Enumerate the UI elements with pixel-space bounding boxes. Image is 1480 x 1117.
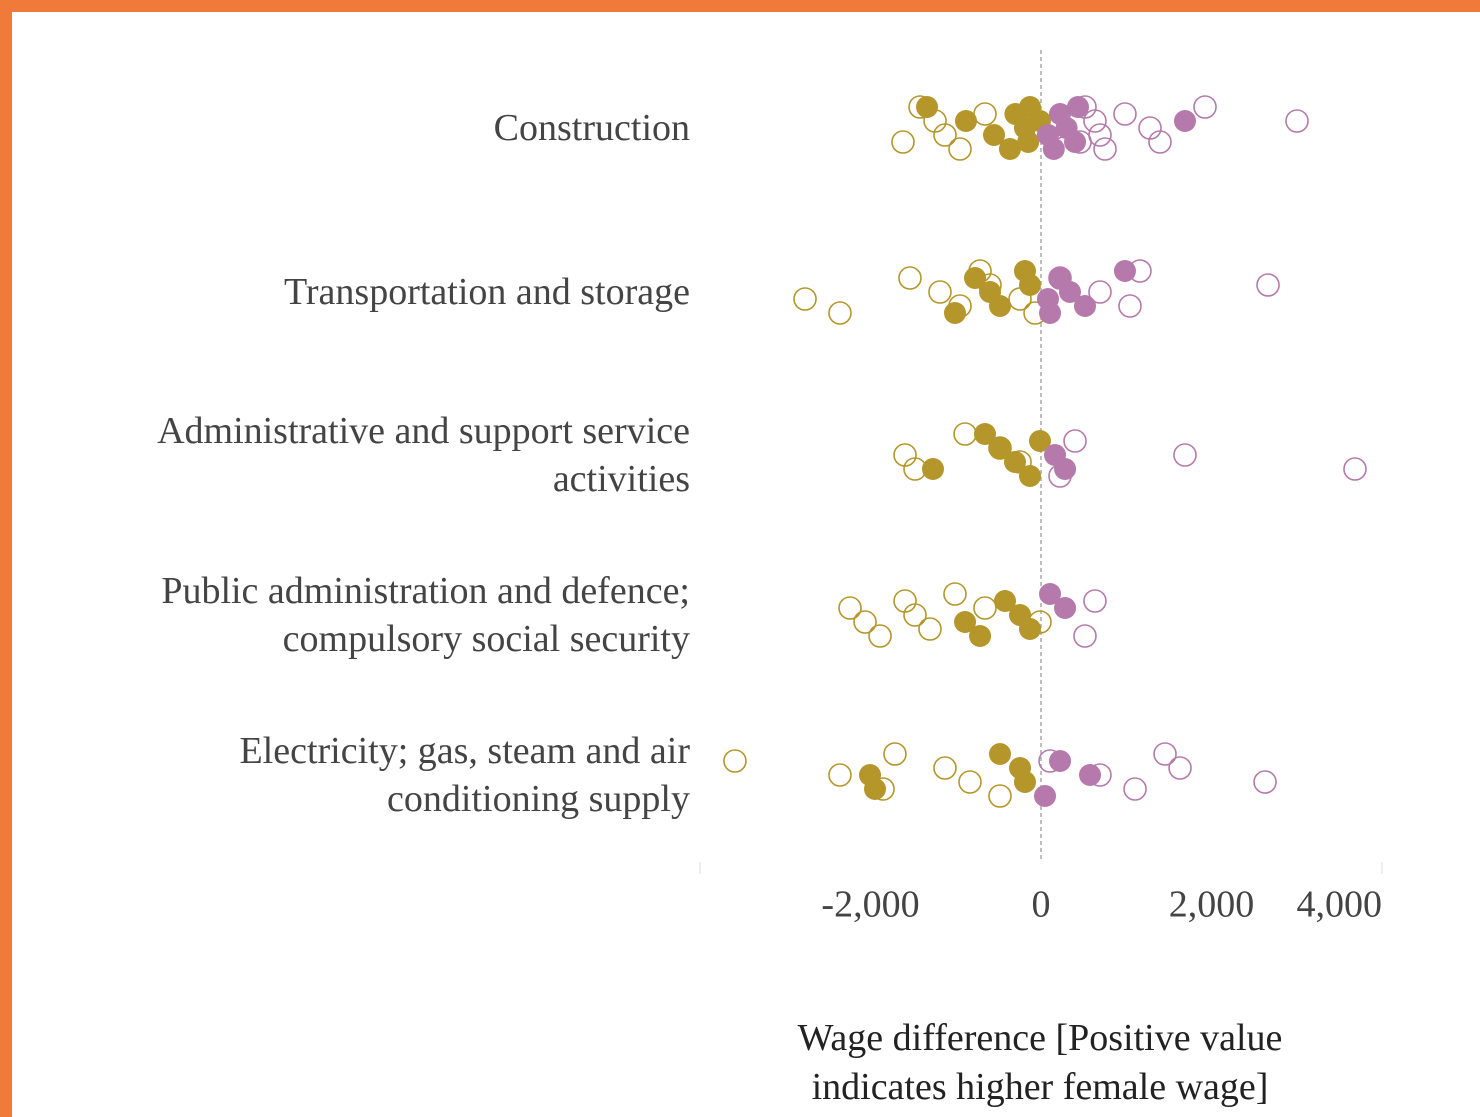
point <box>723 749 747 773</box>
point <box>838 596 862 620</box>
point <box>1168 756 1192 780</box>
point <box>1088 280 1112 304</box>
frame <box>12 12 1480 1117</box>
point <box>1113 102 1137 126</box>
category-label: Public administration and defence; compu… <box>161 570 690 660</box>
point <box>1256 273 1280 297</box>
x-tick-label: 2,000 <box>1169 884 1255 926</box>
point <box>1063 429 1087 453</box>
point <box>891 130 915 154</box>
point <box>948 137 972 161</box>
point <box>969 625 992 647</box>
point <box>1042 138 1065 160</box>
point <box>1285 109 1309 133</box>
point <box>1088 123 1112 147</box>
point <box>994 590 1017 612</box>
point <box>1013 771 1036 793</box>
point <box>964 267 987 289</box>
point <box>883 742 907 766</box>
point <box>793 287 817 311</box>
point <box>928 280 952 304</box>
point <box>1073 295 1096 317</box>
point <box>868 624 892 648</box>
point <box>1253 770 1277 794</box>
point <box>1173 443 1197 467</box>
point <box>1073 624 1097 648</box>
point <box>943 582 967 606</box>
point <box>853 610 877 634</box>
category-label: Administrative and support service activ… <box>157 410 690 500</box>
point <box>864 778 887 800</box>
point <box>828 763 852 787</box>
point <box>973 423 996 445</box>
point <box>953 422 977 446</box>
point <box>1153 742 1177 766</box>
point <box>1003 451 1026 473</box>
category-label: Electricity; gas, steam and air conditio… <box>239 730 690 820</box>
point <box>1028 430 1051 452</box>
point <box>1049 750 1072 772</box>
point <box>1039 583 1062 605</box>
point <box>973 102 997 126</box>
point <box>918 617 942 641</box>
x-tick-label: -2,000 <box>821 884 919 926</box>
point <box>988 295 1011 317</box>
point <box>1019 465 1042 487</box>
point <box>1193 95 1217 119</box>
point <box>988 743 1011 765</box>
category-label: Construction <box>493 107 690 149</box>
point <box>998 138 1021 160</box>
point <box>983 124 1006 146</box>
point <box>933 756 957 780</box>
point <box>1113 260 1136 282</box>
point <box>1066 96 1089 118</box>
point <box>988 437 1011 459</box>
point <box>1343 457 1367 481</box>
point <box>1034 785 1057 807</box>
point <box>958 770 982 794</box>
x-tick-label: 4,000 <box>1297 884 1383 926</box>
point <box>898 266 922 290</box>
point <box>943 302 966 324</box>
point <box>1019 274 1042 296</box>
point <box>1054 597 1077 619</box>
point <box>1017 131 1040 153</box>
point <box>1079 764 1102 786</box>
x-axis-label: Wage difference [Positive value indicate… <box>797 1017 1283 1108</box>
point <box>1083 109 1107 133</box>
point <box>1019 618 1042 640</box>
point <box>1054 458 1077 480</box>
category-label: Transportation and storage <box>284 271 690 313</box>
point <box>954 611 977 633</box>
point <box>1123 777 1147 801</box>
point <box>1148 130 1172 154</box>
point <box>988 784 1012 808</box>
point <box>954 110 977 132</box>
point <box>828 301 852 325</box>
point <box>916 96 939 118</box>
point <box>1039 302 1062 324</box>
point <box>933 123 957 147</box>
point <box>1118 294 1142 318</box>
point <box>903 603 927 627</box>
point <box>1064 131 1087 153</box>
point <box>1083 589 1107 613</box>
point <box>1058 281 1081 303</box>
point <box>973 596 997 620</box>
x-tick-label: 0 <box>1032 884 1051 926</box>
point <box>921 458 944 480</box>
point <box>1173 110 1196 132</box>
point <box>1093 137 1117 161</box>
